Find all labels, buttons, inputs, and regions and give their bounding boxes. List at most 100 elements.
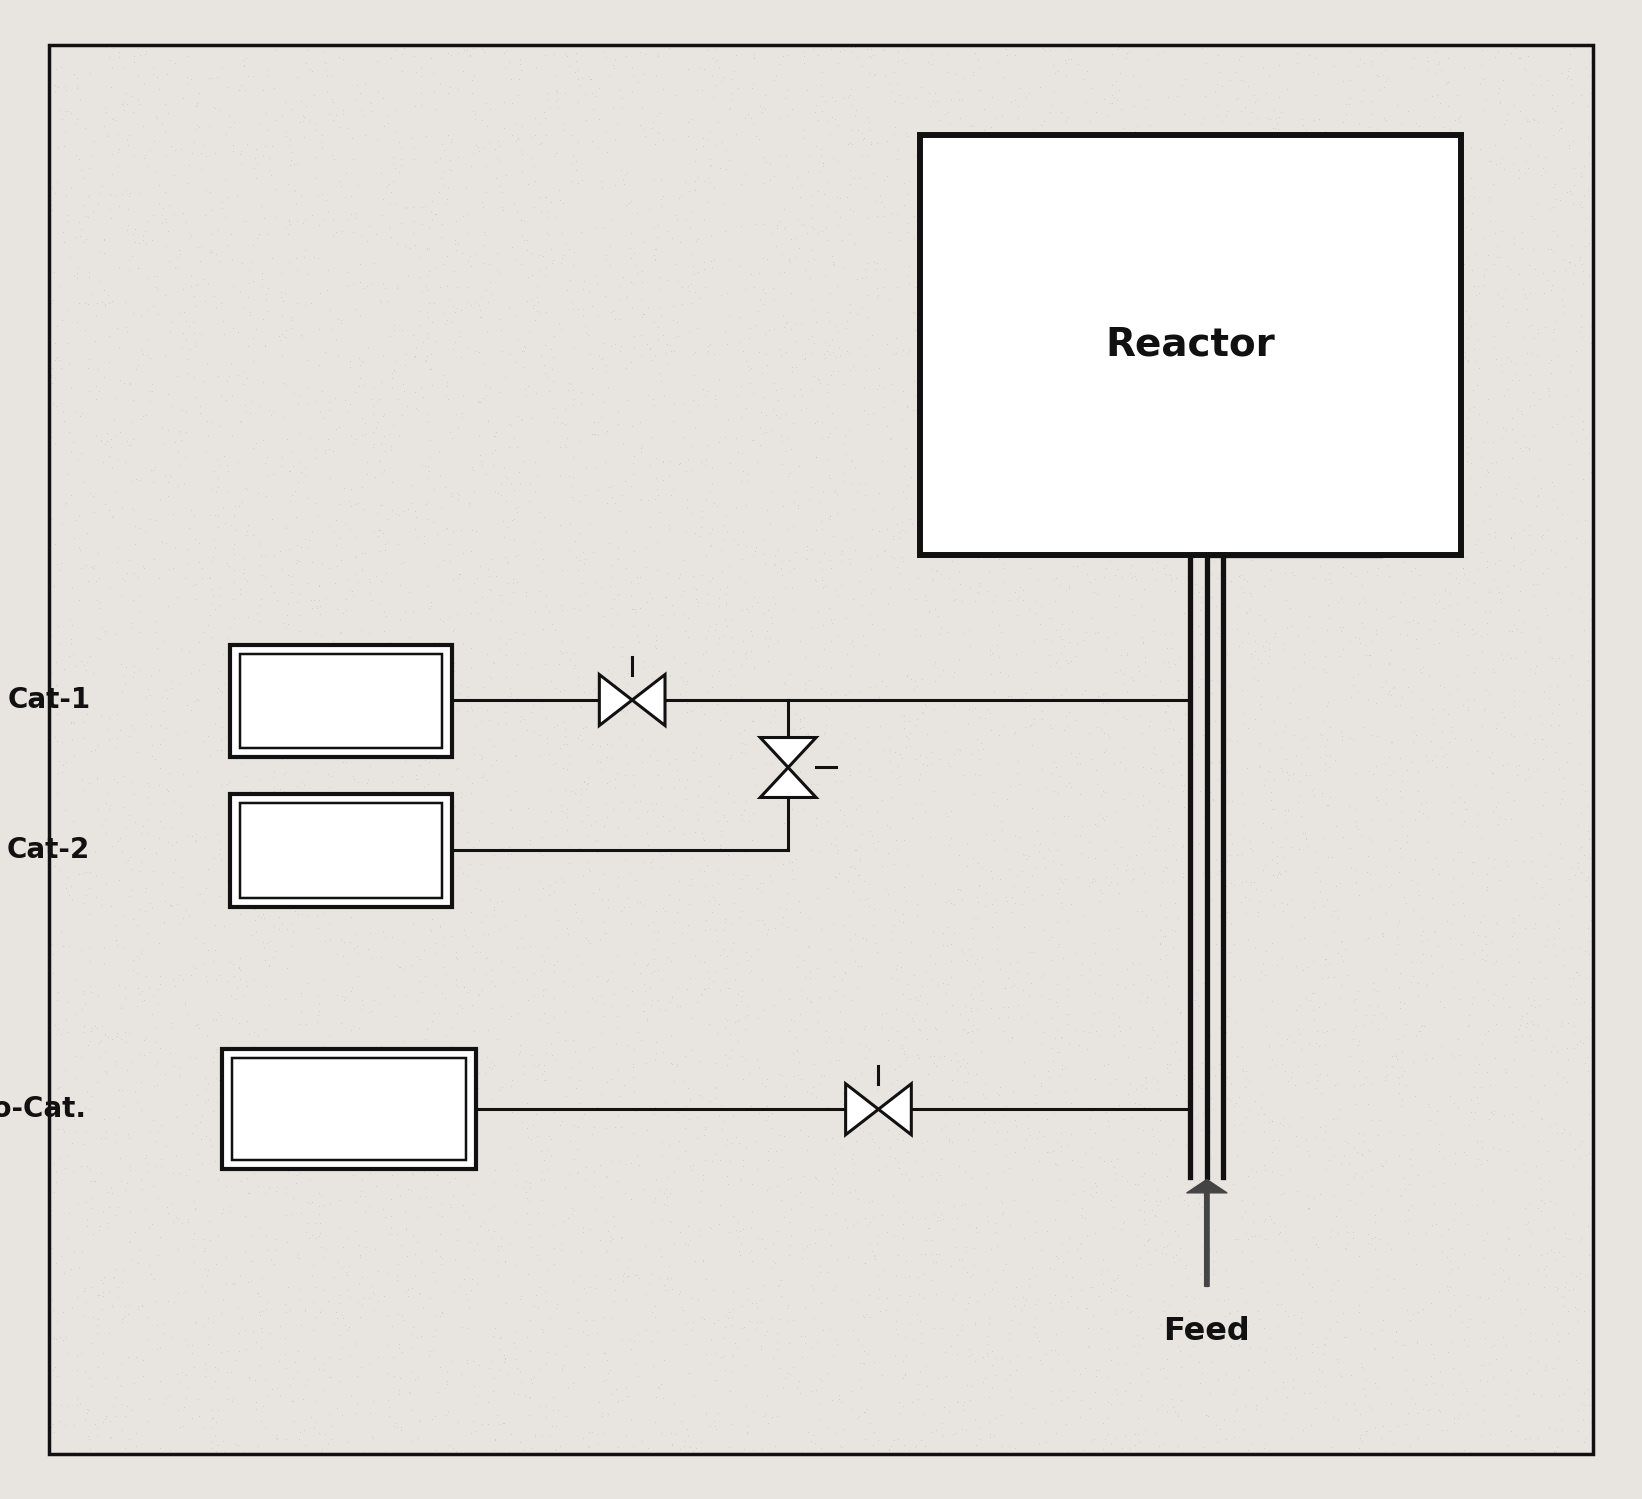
Point [292,526,319,550]
Point [581,1442,608,1466]
Point [460,1183,486,1207]
Point [77,1375,103,1399]
Point [821,1274,847,1298]
Point [1245,315,1271,339]
Point [819,1388,846,1412]
Point [502,249,529,273]
Point [878,372,905,396]
Point [1044,881,1071,905]
Point [1520,571,1547,595]
Point [805,178,831,202]
Point [888,34,915,58]
Point [888,1162,915,1186]
Point [581,409,608,433]
Point [525,1223,552,1247]
Point [1440,720,1466,744]
Point [637,426,663,450]
Point [1566,752,1593,776]
Point [327,1061,353,1085]
Point [562,654,588,678]
Point [844,1210,870,1234]
Point [1223,1091,1250,1115]
Point [1194,752,1220,776]
Point [310,744,337,767]
Point [619,54,645,78]
Point [783,1376,810,1400]
Point [1458,451,1484,475]
Point [1167,773,1194,797]
Point [1167,456,1194,480]
Point [1479,658,1506,682]
Point [89,1126,115,1150]
Point [258,403,284,427]
Point [1355,309,1381,333]
Point [975,1310,1002,1334]
Point [539,1031,565,1055]
Point [744,1310,770,1334]
Point [1095,1109,1121,1133]
Point [1053,1055,1079,1079]
Point [1108,319,1135,343]
Point [957,1265,984,1289]
Point [732,570,759,594]
Point [228,139,255,163]
Point [433,192,460,216]
Point [374,507,401,531]
Point [304,1010,330,1034]
Point [1501,150,1527,174]
Point [397,1045,424,1069]
Point [312,441,338,465]
Point [672,1139,698,1163]
Point [1200,534,1227,558]
Point [1043,1153,1069,1177]
Point [190,931,217,955]
Point [642,132,668,156]
Point [1020,1396,1046,1420]
Point [1371,498,1397,522]
Point [415,304,442,328]
Point [117,1427,143,1451]
Point [1030,845,1056,869]
Point [675,124,701,148]
Point [1351,1123,1378,1147]
Point [310,1351,337,1375]
Point [1189,1234,1215,1258]
Point [43,854,69,878]
Point [335,208,361,232]
Point [1100,334,1126,358]
Point [346,1232,373,1256]
Point [716,673,742,697]
Point [629,270,655,294]
Point [880,528,906,552]
Point [762,699,788,723]
Point [1069,472,1095,496]
Point [637,994,663,1018]
Point [1158,33,1184,57]
Point [690,1249,716,1273]
Point [122,514,148,538]
Point [225,711,251,735]
Point [212,166,238,190]
Point [1520,466,1547,490]
Point [310,1378,337,1402]
Point [481,1171,507,1195]
Point [658,985,685,1009]
Point [585,135,611,159]
Point [1053,1001,1079,1025]
Point [878,1015,905,1039]
Point [507,1430,534,1454]
Point [594,732,621,755]
Point [980,475,1007,499]
Point [1033,187,1059,211]
Point [1264,953,1291,977]
Point [327,1291,353,1315]
Point [507,208,534,232]
Point [374,1304,401,1328]
Point [1445,839,1471,863]
Point [1228,240,1254,264]
Point [136,379,163,403]
Point [450,384,476,408]
Point [1355,1091,1381,1115]
Point [366,874,392,898]
Point [202,598,228,622]
